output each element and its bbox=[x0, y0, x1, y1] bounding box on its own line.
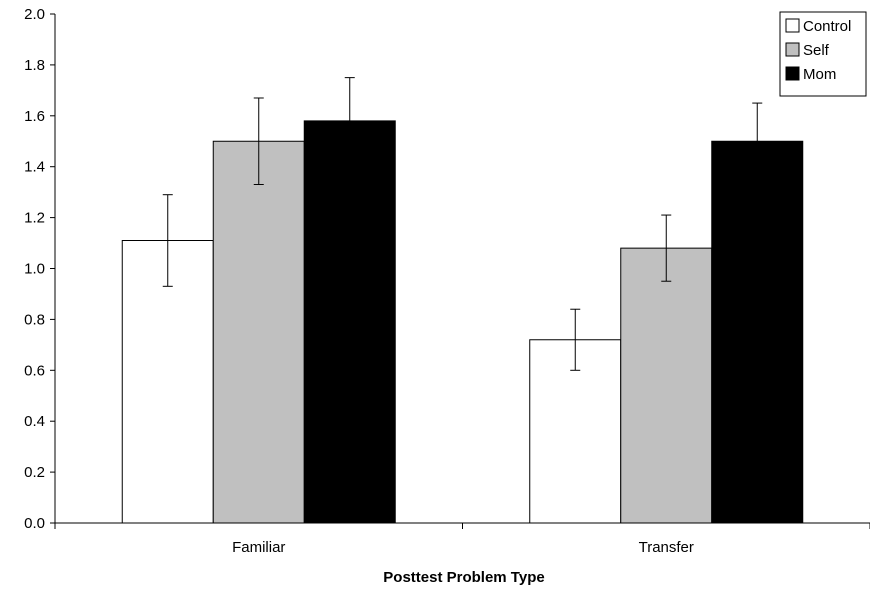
legend-swatch-self bbox=[785, 42, 800, 57]
error-bars-layer bbox=[162, 77, 763, 371]
y-tick-label-1.8: 1.8 bbox=[24, 57, 45, 74]
y-tick-label-0.2: 0.2 bbox=[24, 464, 45, 481]
x-axis-title: Posttest Problem Type bbox=[383, 569, 544, 586]
legend: Control Self Mom bbox=[779, 11, 867, 97]
y-tick-label-0.6: 0.6 bbox=[24, 362, 45, 379]
y-tick-label-0.8: 0.8 bbox=[24, 311, 45, 328]
bar-mom-familiar bbox=[303, 120, 396, 524]
x-tick-label-familiar: Familiar bbox=[232, 539, 285, 556]
y-tick-label-1.2: 1.2 bbox=[24, 210, 45, 227]
y-tick-label-1.0: 1.0 bbox=[24, 261, 45, 278]
x-tick-label-transfer: Transfer bbox=[639, 539, 694, 556]
y-tick-label-1.4: 1.4 bbox=[24, 159, 45, 176]
legend-label-mom: Mom bbox=[803, 66, 836, 83]
bar-self-familiar bbox=[212, 140, 305, 524]
legend-label-self: Self bbox=[803, 42, 830, 59]
bar-control-familiar bbox=[121, 240, 214, 524]
y-tick-label-2.0: 2.0 bbox=[24, 6, 45, 23]
y-tick-label-0.4: 0.4 bbox=[24, 413, 45, 430]
bar-mom-transfer bbox=[711, 140, 804, 524]
axes-layer: Familiar Transfer 0.0 0.2 0.4 0.6 0.8 1.0 1.2 1.4… bbox=[24, 6, 870, 556]
legend-swatch-control bbox=[785, 18, 800, 33]
y-tick-label-1.6: 1.6 bbox=[24, 108, 45, 125]
bars-layer bbox=[121, 120, 804, 524]
y-tick-label-0.0: 0.0 bbox=[24, 515, 45, 532]
legend-label-control: Control bbox=[803, 18, 851, 35]
legend-swatch-mom bbox=[785, 66, 800, 81]
bar-self-transfer bbox=[620, 247, 713, 524]
